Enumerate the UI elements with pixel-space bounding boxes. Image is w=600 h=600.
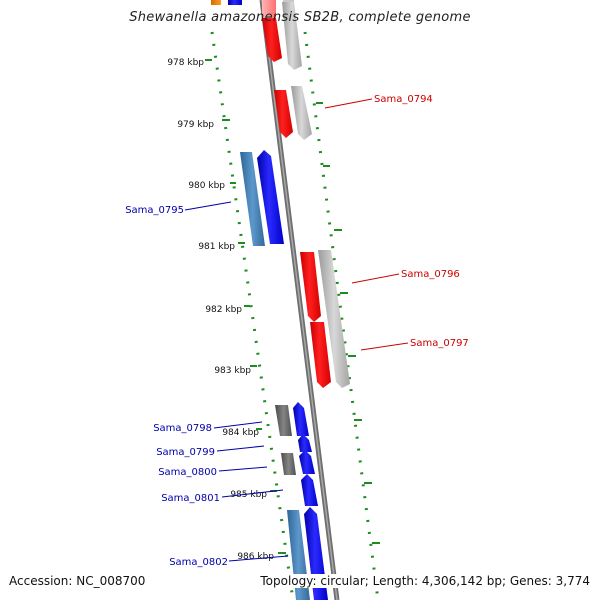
cds-reverse-0793[interactable] (262, 18, 282, 62)
kbp-label: 984 kbp (222, 428, 259, 438)
cds-forward-0795[interactable] (257, 150, 284, 244)
gene-forward-0798[interactable] (275, 405, 292, 436)
cds-forward-0800[interactable] (299, 450, 315, 474)
gene-label-sama-0802[interactable]: Sama_0802 (169, 557, 228, 568)
kbp-label: 981 kbp (198, 242, 235, 252)
gene-forward-0800[interactable] (281, 453, 296, 475)
cds-forward-0798[interactable] (293, 402, 309, 436)
label-leader (324, 98, 373, 109)
genome-summary-text: Topology: circular; Length: 4,306,142 bp… (260, 574, 590, 588)
kbp-label: 985 kbp (230, 490, 267, 500)
gene-label-sama-0798[interactable]: Sama_0798 (153, 423, 212, 434)
gene-label-sama-0795[interactable]: Sama_0795 (125, 205, 184, 216)
kbp-label: 982 kbp (205, 305, 242, 315)
gene-label-sama-0797[interactable]: Sama_0797 (410, 338, 469, 349)
cds-reverse-0797[interactable] (310, 322, 331, 388)
gc-ticks (205, 59, 380, 554)
cds-reverse-0796[interactable] (300, 252, 321, 322)
label-leader (184, 201, 232, 211)
cds-partial-orange[interactable] (211, 0, 221, 5)
gene-label-sama-0799[interactable]: Sama_0799 (156, 447, 215, 458)
cds-reverse-pink[interactable] (262, 0, 276, 20)
kbp-label: 979 kbp (177, 120, 214, 130)
gene-forward-0795[interactable] (240, 152, 265, 246)
cds-reverse-0794[interactable] (274, 90, 293, 138)
gene-label-sama-0794[interactable]: Sama_0794 (374, 94, 433, 105)
label-leader (216, 445, 265, 452)
kbp-labels: 978 kbp 979 kbp 980 kbp 981 kbp 982 kbp … (167, 58, 274, 562)
label-leader (228, 555, 289, 562)
gene-label-sama-0801[interactable]: Sama_0801 (161, 493, 220, 504)
label-leader (218, 466, 268, 472)
gene-reverse-0793[interactable] (282, 2, 302, 70)
label-leader (351, 273, 400, 284)
reverse-strand-features (262, 0, 350, 388)
label-leader (360, 342, 409, 351)
cds-forward-0799[interactable] (298, 434, 312, 452)
gene-label-sama-0796[interactable]: Sama_0796 (401, 269, 460, 280)
kbp-label: 978 kbp (167, 58, 204, 68)
label-leader (221, 489, 284, 498)
forward-gene-labels: Sama_0795 Sama_0798 Sama_0799 Sama_0800 … (125, 201, 289, 568)
accession-text: Accession: NC_008700 (9, 574, 146, 588)
map-title: Shewanella amazonensis SB2B, complete ge… (129, 10, 471, 25)
reverse-gene-labels: Sama_0794 Sama_0796 Sama_0797 (324, 94, 469, 351)
label-leader (213, 421, 263, 429)
cds-forward-0801[interactable] (301, 474, 318, 506)
gene-label-sama-0800[interactable]: Sama_0800 (158, 467, 217, 478)
cds-partial-blue[interactable] (228, 0, 242, 5)
gene-reverse-0794[interactable] (291, 86, 312, 140)
gene-reverse-0796[interactable] (318, 250, 350, 388)
kbp-label: 980 kbp (188, 181, 225, 191)
kbp-label: 983 kbp (214, 366, 251, 376)
feature-ring-band (205, 0, 384, 600)
kbp-label: 986 kbp (237, 552, 274, 562)
